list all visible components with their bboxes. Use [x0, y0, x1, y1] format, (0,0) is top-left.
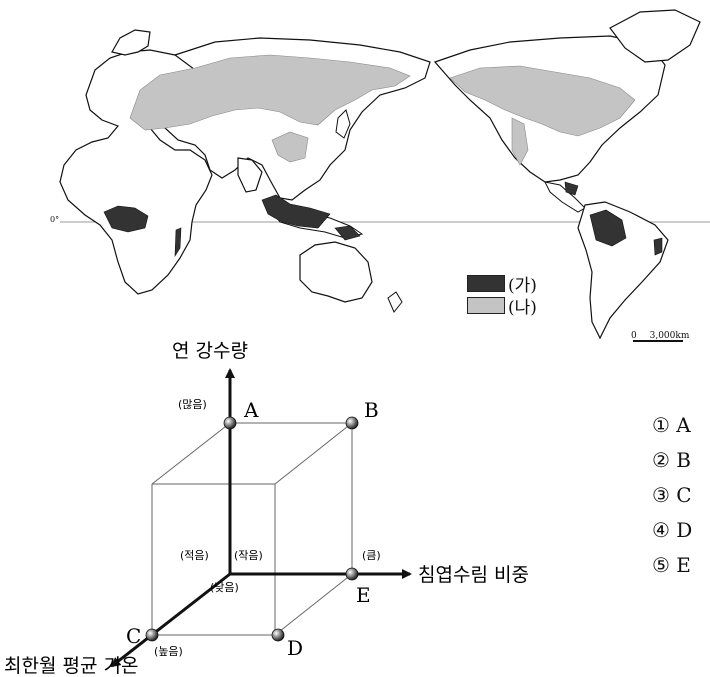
legend-label-a: (가) — [508, 275, 537, 296]
region-a-amazon — [589, 209, 627, 247]
option-2-text: B — [676, 448, 691, 472]
map-legend: (가) (나) — [467, 272, 537, 318]
option-5-text: E — [676, 553, 691, 577]
point-b — [345, 416, 359, 430]
point-c-label: C — [126, 624, 141, 648]
point-b-label: B — [364, 398, 379, 422]
region-b-north-america — [449, 65, 636, 137]
option-4[interactable]: ④ D — [652, 513, 692, 548]
region-a-brazil-coast — [653, 237, 663, 256]
world-map — [59, 9, 710, 340]
axis-z — [110, 572, 231, 668]
legend-item-b: (나) — [467, 294, 537, 318]
option-2-number: ② — [652, 448, 670, 472]
island-new-zealand — [387, 291, 403, 313]
equator-label: 0° — [50, 215, 60, 224]
point-d-label: D — [287, 636, 303, 660]
region-a-central-america — [564, 181, 579, 196]
z-low-label: (낮음) — [210, 581, 239, 594]
option-2[interactable]: ② B — [652, 443, 692, 478]
point-e — [345, 567, 359, 581]
island-greenland — [609, 9, 701, 63]
legend-label-b: (나) — [508, 297, 537, 318]
legend-swatch-a — [467, 274, 505, 292]
option-3-number: ③ — [652, 483, 670, 507]
region-a-southeast-asia — [261, 194, 331, 229]
option-1[interactable]: ① A — [652, 408, 692, 443]
region-a-new-guinea — [334, 225, 361, 241]
continent-scandinavia — [111, 29, 151, 56]
cube-diagram: A B C D E (많음) (적음) (작음) (큼) (낮음) (높음) 연… — [4, 340, 529, 677]
continent-india — [237, 157, 263, 193]
map-scale: 0 3,000km — [631, 331, 689, 341]
continent-central-america — [544, 181, 586, 213]
x-low-label: (작음) — [234, 549, 263, 562]
option-3-text: C — [676, 483, 692, 507]
y-high-label: (많음) — [178, 398, 207, 411]
scale-bar — [633, 340, 683, 342]
answer-options: ① A ② B ③ C ④ D ⑤ E — [652, 408, 692, 583]
region-b-eurasia — [129, 54, 411, 131]
region-a-africa — [103, 205, 149, 233]
option-3[interactable]: ③ C — [652, 478, 692, 513]
y-low-label: (적음) — [180, 549, 209, 562]
cube-edges — [151, 422, 353, 636]
option-5[interactable]: ⑤ E — [652, 548, 692, 583]
point-a — [223, 416, 237, 430]
region-b-eurasia-east — [271, 131, 309, 163]
continent-australia — [299, 241, 373, 303]
point-c — [145, 628, 159, 642]
option-1-text: A — [676, 413, 691, 437]
legend-item-a: (가) — [467, 272, 537, 296]
island-japan — [335, 109, 351, 139]
point-d — [271, 628, 285, 642]
option-4-number: ④ — [652, 518, 670, 542]
scale-value: 3,000km — [649, 331, 690, 341]
region-b-rockies — [511, 117, 529, 166]
option-1-number: ① — [652, 413, 670, 437]
option-4-text: D — [676, 518, 693, 542]
z-high-label: (높음) — [154, 645, 183, 658]
legend-swatch-b — [467, 296, 505, 314]
x-high-label: (큼) — [362, 549, 381, 562]
region-a-madagascar — [174, 227, 182, 258]
axis-z-title: 최한월 평균 기온 — [4, 655, 138, 677]
point-a-label: A — [243, 398, 259, 422]
axis-y-title: 연 강수량 — [172, 340, 248, 362]
axis-x-title: 침엽수림 비중 — [418, 564, 529, 586]
option-5-number: ⑤ — [652, 553, 670, 577]
scale-zero: 0 — [631, 331, 637, 341]
point-e-label: E — [356, 583, 371, 607]
